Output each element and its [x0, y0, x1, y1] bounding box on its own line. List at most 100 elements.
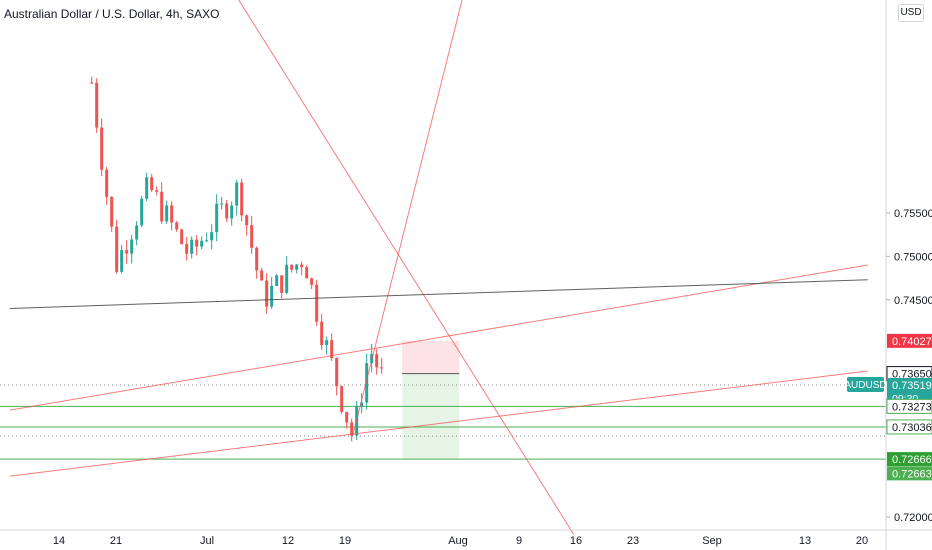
- x-tick-label: Aug: [448, 535, 468, 547]
- candle-body: [250, 225, 254, 248]
- x-tick-label: 23: [627, 535, 639, 547]
- x-tick-label: 21: [110, 535, 122, 547]
- candle-body: [120, 250, 124, 272]
- candle-body: [380, 367, 384, 369]
- candle-body: [185, 244, 189, 254]
- x-tick-label: 20: [856, 535, 868, 547]
- x-tick-label: 14: [53, 535, 65, 547]
- candle-body: [315, 284, 319, 322]
- candle-body: [115, 226, 119, 272]
- y-tick-label: 0.75500: [894, 208, 932, 220]
- candle-body: [300, 264, 304, 268]
- price-tag: [887, 333, 932, 348]
- price-tag-label: 0.73036: [892, 422, 932, 434]
- candle-body: [295, 264, 299, 270]
- x-tick-label: 16: [570, 535, 582, 547]
- candle-body: [365, 363, 369, 403]
- candle-body: [320, 321, 324, 346]
- candle-body: [360, 402, 364, 407]
- candle-body: [105, 169, 109, 197]
- candle-body: [305, 267, 309, 279]
- candle-body: [225, 203, 229, 219]
- candle-body: [275, 275, 279, 286]
- candle-body: [135, 225, 139, 240]
- price-tag: [886, 419, 932, 435]
- target-zone: [402, 373, 460, 460]
- trend-line: [9, 279, 868, 309]
- price-tag-label: 0.73650: [892, 369, 932, 381]
- candle-body: [95, 82, 99, 128]
- price-tag-label: 0.72663: [892, 468, 932, 480]
- candle-body: [270, 285, 274, 307]
- trend-line: [9, 370, 868, 477]
- candle-body: [125, 250, 129, 254]
- candle-body: [245, 215, 249, 226]
- candle-body: [345, 411, 349, 423]
- price-tag-label: 0.74027: [892, 336, 932, 348]
- currency-button[interactable]: USD: [898, 4, 924, 22]
- price-tag: [887, 466, 932, 481]
- time-axis[interactable]: 14 21 Jul 12 19 Aug 9 16 23 Sep 13 20: [53, 535, 868, 547]
- candle-body: [170, 205, 174, 223]
- candle-body: [265, 280, 269, 307]
- x-tick-label: 9: [516, 535, 522, 547]
- candle-body: [375, 354, 379, 368]
- candle-body: [260, 270, 264, 281]
- price-tag-label: 0.72666: [892, 454, 932, 466]
- candle-body: [350, 422, 354, 436]
- candle-body: [235, 182, 239, 206]
- candle-body: [210, 232, 214, 241]
- trend-line: [352, 0, 463, 435]
- x-tick-label: Jul: [200, 535, 214, 547]
- candle-body: [140, 198, 144, 226]
- y-tick-label: 0.72000: [894, 512, 932, 524]
- candle-body: [285, 264, 289, 293]
- candle-body: [180, 229, 184, 245]
- candle-body: [155, 190, 159, 192]
- candle-body: [255, 247, 259, 271]
- candle-body: [160, 191, 164, 222]
- candle-body: [215, 203, 219, 233]
- candle-body: [280, 275, 284, 293]
- short-position-box[interactable]: [402, 340, 460, 460]
- candle-body: [195, 239, 199, 247]
- trend-line: [238, 0, 575, 535]
- candle-body: [240, 182, 244, 216]
- price-tag-label: 0.73273: [892, 401, 932, 413]
- stop-zone: [402, 340, 460, 374]
- candle-body: [175, 222, 179, 230]
- candle-body: [130, 239, 134, 254]
- candle-body: [90, 82, 94, 84]
- y-tick-label: 0.74500: [894, 295, 932, 307]
- candle-body: [165, 205, 169, 222]
- candle-body: [145, 177, 149, 199]
- candle-body: [310, 278, 314, 285]
- candle-body: [230, 205, 234, 219]
- candle-body: [325, 340, 329, 346]
- trend-lines[interactable]: [9, 0, 868, 535]
- candle-body: [200, 240, 204, 247]
- candle-body: [205, 240, 209, 242]
- x-tick-label: Sep: [702, 535, 722, 547]
- candle-body: [190, 239, 194, 254]
- price-tag: [887, 377, 932, 392]
- price-tag: [887, 452, 932, 467]
- symbol-title: Australian Dollar / U.S. Dollar, 4h, SAX…: [4, 7, 220, 21]
- candle-body: [150, 177, 154, 191]
- candle-body: [330, 340, 334, 359]
- symbol-tag-label: AUDUSD: [844, 380, 886, 391]
- candle-body: [290, 264, 294, 270]
- y-tick-label: 0.75000: [894, 251, 932, 263]
- x-tick-label: 12: [282, 535, 294, 547]
- candle-body: [335, 358, 339, 387]
- price-tag-label: 0.73519: [892, 380, 932, 392]
- candle-body: [110, 196, 114, 227]
- price-labels: 0.740270.73650AUDUSD0.7351909:300.732730…: [844, 333, 932, 481]
- x-tick-label: 19: [339, 535, 351, 547]
- candle-body: [220, 203, 224, 205]
- candle-body: [340, 386, 344, 412]
- price-tag: [886, 398, 932, 414]
- candle-body: [100, 127, 104, 170]
